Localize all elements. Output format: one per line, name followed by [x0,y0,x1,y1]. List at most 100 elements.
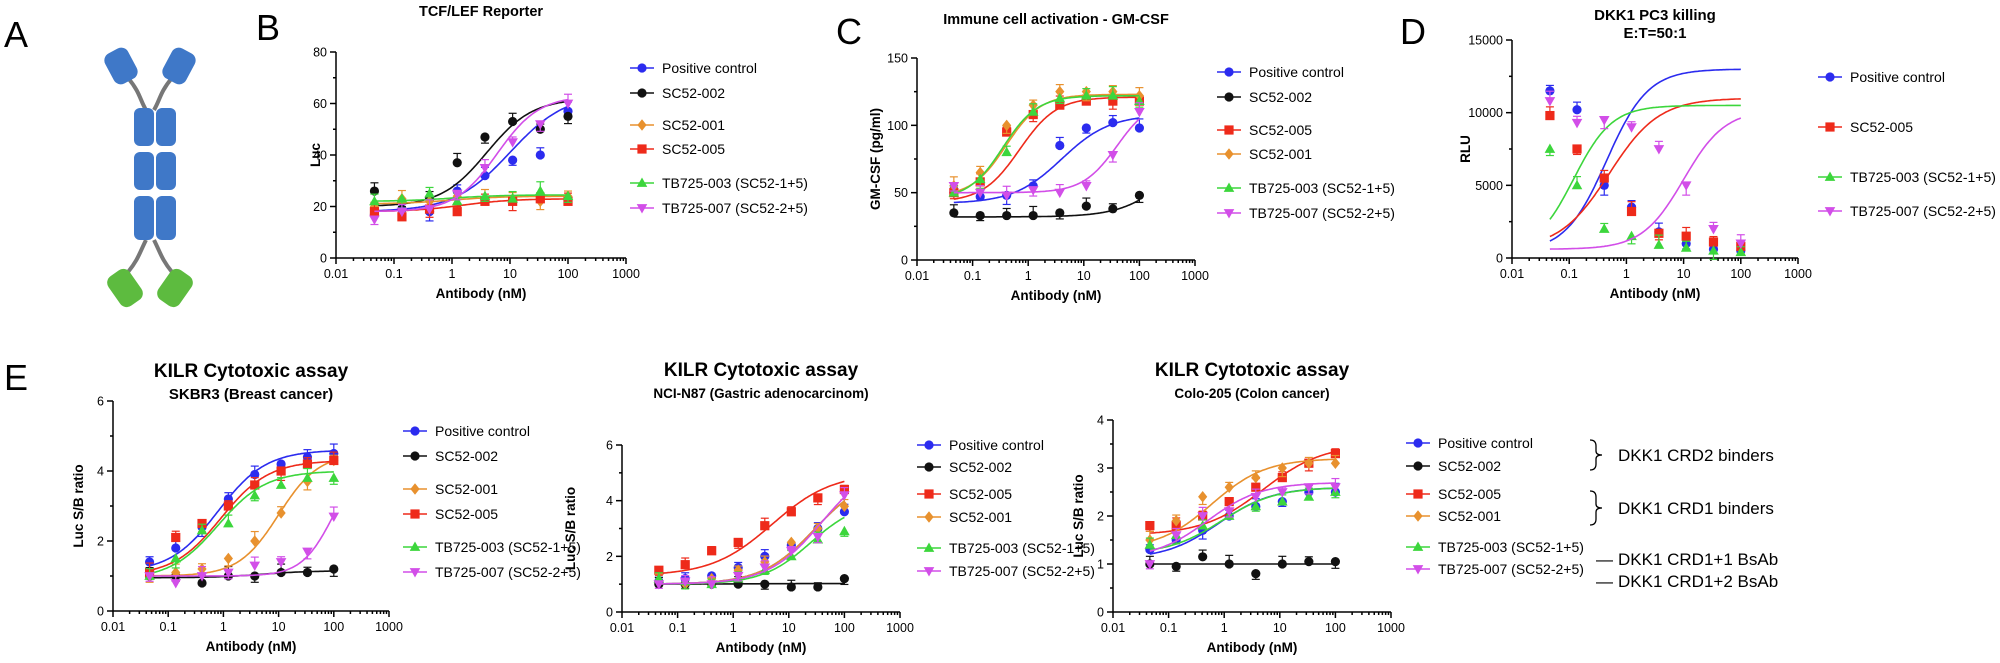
data-point [1055,100,1065,110]
legend-label: TB725-003 (SC52-1+5) [1249,180,1395,196]
data-point [1251,569,1261,579]
legend-label: TB725-007 (SC52-2+5) [949,563,1095,579]
legend: Positive control SC52-002 SC52-005 SC52-001… [917,437,1095,579]
legend: Positive control SC52-002 SC52-001 SC52-005… [403,423,581,580]
legend-label: SC52-002 [949,459,1012,475]
data-point [812,532,824,543]
y-axis-label: Luc S/B ratio [1071,474,1086,557]
data-point [1223,507,1235,517]
brace-crd2 [1589,439,1603,471]
series-tb725-007-sc52-2-5 [1144,477,1341,570]
brace-crd1 [1589,490,1603,526]
data-point [171,532,181,543]
data-point [1081,201,1091,211]
y-tick-label: 1 [1097,558,1104,572]
data-point [535,194,545,204]
data-point [1653,239,1665,249]
data-point [1330,483,1341,493]
series-sc52-002 [949,190,1144,222]
scfv-domain-left-green [107,268,143,308]
legend-label: TB725-007 (SC52-2+5) [1438,561,1584,577]
data-point [329,564,339,574]
data-point [1108,204,1118,214]
legend-marker [1224,67,1234,77]
x-axis-label: Antibody (nM) [1207,640,1298,655]
data-point [1735,239,1747,249]
data-point [1001,146,1012,157]
data-point [328,512,340,523]
fit-curve [374,98,569,213]
legend-marker [924,511,934,523]
data-point [1277,496,1288,506]
x-axis-label: Antibody (nM) [206,639,297,654]
data-point [1198,552,1208,562]
data-point [654,565,664,575]
fit-curve [1149,458,1336,543]
legend-label: TB725-003 (SC52-1+5) [662,175,808,191]
data-point [1170,531,1182,541]
data-point [974,188,986,199]
data-point [733,537,743,548]
legend-label: SC52-002 [435,448,498,464]
data-point [1027,186,1039,196]
y-tick-label: 5000 [1475,179,1503,193]
x-tick-label: 1000 [886,621,914,635]
y-tick-label: 4 [97,465,104,479]
data-point [1144,539,1156,549]
data-point [250,535,260,547]
data-point [276,466,286,476]
legend: Positive control SC52-002 SC52-005 SC52-001… [1217,64,1395,221]
binder-annotations: DKK1 CRD2 binders DKK1 CRD1 binders — — DKK1… [1589,439,1778,591]
x-tick-label: 1 [1221,621,1228,635]
data-point [329,455,339,466]
data-point [680,560,690,570]
data-point [1571,118,1583,129]
fit-curve [953,199,1140,218]
x-tick-label: 0.01 [1101,621,1125,635]
legend-marker [1224,148,1234,160]
data-point [275,558,287,568]
x-tick-label: 100 [1325,621,1346,635]
data-point [1054,188,1066,199]
chart-subtitle: Colo-205 (Colon cancer) [1174,386,1329,401]
data-point [1002,210,1012,221]
data-point [786,507,796,517]
legend-label: SC52-001 [949,509,1012,525]
data-point [1145,521,1155,531]
data-point [1599,180,1609,190]
data-point [1134,107,1145,118]
legend-label: SC52-005 [1438,486,1501,502]
legend-marker [637,144,647,154]
panel-label-e: E [4,357,28,398]
legend-label: Positive control [435,423,530,439]
series-sc52-005 [1545,98,1746,255]
data-point [1171,561,1181,572]
data-point [302,459,313,469]
data-point [1572,105,1582,115]
data-point [1680,242,1692,252]
legend-marker [1412,565,1424,575]
x-tick-label: 1000 [1784,267,1812,281]
data-point [839,574,850,584]
panel-label-a: A [4,14,28,55]
legend-label: TB725-007 (SC52-2+5) [435,564,581,580]
y-tick-label: 0 [901,254,908,268]
data-point [369,186,380,196]
fit-curve [953,117,1140,204]
data-point [302,547,313,558]
data-point [1708,225,1719,235]
annotation-dash-2: — [1596,572,1613,591]
x-axis-label: Antibody (nM) [1610,286,1701,301]
x-axis-label: Antibody (nM) [716,640,807,655]
chart-subtitle: E:T=50:1 [1624,25,1687,42]
y-tick-label: 150 [887,52,908,66]
data-point [1277,473,1287,483]
legend: Positive control SC52-005 TB725-003 (SC52-… [1818,69,1996,219]
series-tb725-003-sc52-1-5 [369,181,574,209]
y-tick-label: 6 [606,439,613,453]
x-tick-label: 1 [1623,267,1630,281]
data-point [1544,97,1556,107]
legend-marker [1224,125,1234,135]
data-point [1081,90,1092,100]
heavy-chain-left-1 [134,108,154,146]
